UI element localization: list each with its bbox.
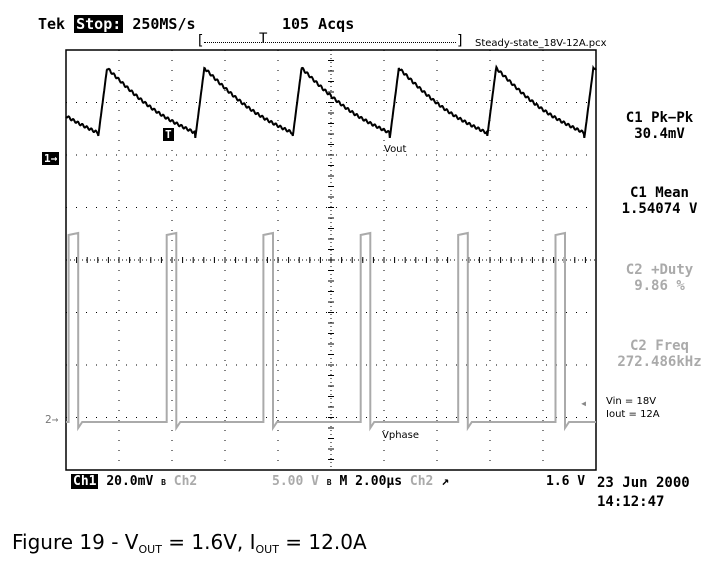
vout-label: Vout [384, 144, 407, 155]
measurement-c1-pkpk: C1 Pk−Pk 30.4mV [625, 110, 694, 142]
bw-limit-2: B [326, 478, 332, 487]
measurement-c2-duty: C2 +Duty 9.86 % [625, 262, 694, 294]
trigger-position-bracket-end: ] [456, 33, 465, 49]
trigger-position-bracket: [ [196, 33, 205, 49]
ch1-scale: 20.0mV [106, 474, 154, 489]
trigger-position-line [204, 42, 456, 43]
trigger-level: 1.6 V [546, 474, 586, 489]
measurement-c1-mean: C1 Mean 1.54074 V [621, 185, 698, 217]
acquisitions-count: 105 Acqs [282, 15, 355, 33]
figure-caption: Figure 19 - VOUT = 1.6V, IOUT = 12.0A [12, 530, 367, 556]
ch2-name: Ch2 [173, 474, 198, 489]
brand-label: Tek [38, 15, 66, 33]
trigger-source: Ch2 [409, 474, 434, 489]
ch2-ground-marker: 2→ [45, 413, 59, 426]
vout-trace [65, 64, 597, 139]
timebase: M 2.00µs [339, 474, 403, 489]
measurement-c2-freq: C2 Freq 272.486kHz [617, 338, 702, 370]
vphase-label: Vphase [382, 430, 420, 441]
status-bar: Ch1 20.0mV B Ch2 [71, 474, 197, 489]
test-conditions: Vin = 18V Iout = 12A [606, 396, 660, 420]
filename: Steady-state_18V-12A.pcx [475, 38, 607, 49]
trigger-slope-icon: ↗ [441, 474, 450, 489]
bw-limit-1: B [161, 478, 166, 487]
sample-rate: 250MS/s [132, 15, 196, 33]
vphase-trace [66, 231, 596, 432]
graticule [65, 49, 597, 471]
ch2-scale: 5.00 V [272, 474, 319, 489]
ch1-ground-marker: 1→ [42, 152, 60, 165]
datetime: 23 Jun 2000 14:12:47 [597, 475, 690, 510]
trigger-position-marker: T [259, 31, 268, 47]
trigger-marker: T [163, 128, 174, 141]
ch1-name: Ch1 [71, 474, 99, 489]
run-state: Stop: [74, 15, 124, 33]
trigger-level-arrow-icon: ◂ [580, 396, 588, 410]
